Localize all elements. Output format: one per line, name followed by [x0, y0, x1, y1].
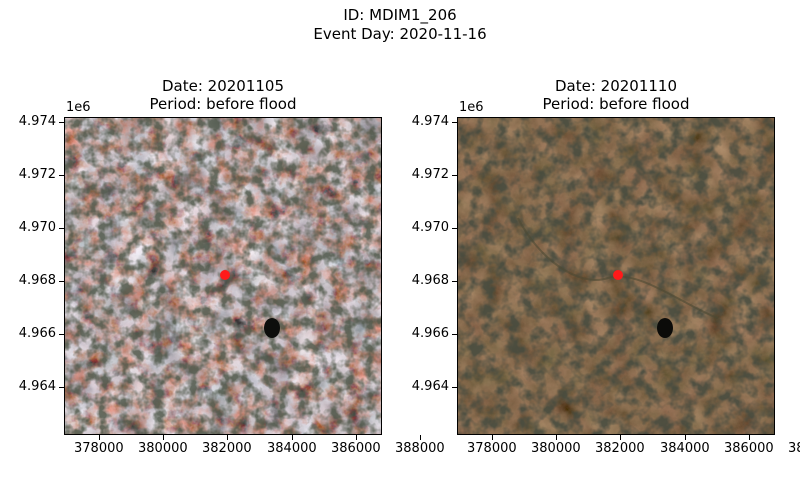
- panel-left-period: Period: before flood: [149, 95, 297, 113]
- x-tick-label: 386000: [724, 441, 774, 456]
- x-tick-label: 388000: [788, 441, 800, 456]
- x-tick-mark: [163, 435, 164, 440]
- x-tick-label: 384000: [660, 441, 710, 456]
- x-tick-label: 384000: [267, 441, 317, 456]
- y-tick-label: 4.968: [411, 273, 449, 288]
- y-tick-label: 4.968: [18, 273, 56, 288]
- panel-left-lake-shape: [264, 318, 280, 338]
- x-tick-label: 380000: [531, 441, 581, 456]
- y-tick-mark: [59, 281, 64, 282]
- panel-right-image-svg: [458, 118, 774, 434]
- x-tick-mark: [492, 435, 493, 440]
- figure-suptitle: ID: MDIM1_206 Event Day: 2020-11-16: [0, 6, 800, 44]
- x-tick-mark: [227, 435, 228, 440]
- y-tick-mark: [452, 281, 457, 282]
- x-tick-label: 386000: [331, 441, 381, 456]
- x-tick-label: 388000: [395, 441, 445, 456]
- y-tick-label: 4.966: [411, 326, 449, 341]
- panel-right-date: Date: 20201110: [554, 77, 678, 95]
- y-tick-mark: [452, 228, 457, 229]
- y-tick-label: 4.974: [411, 114, 449, 129]
- y-tick-mark: [452, 122, 457, 123]
- panel-right-period: Period: before flood: [542, 95, 690, 113]
- y-tick-label: 4.966: [18, 326, 56, 341]
- x-tick-mark: [292, 435, 293, 440]
- panel-left-satellite-image: [64, 117, 382, 435]
- panel-left-location-marker: [220, 270, 230, 280]
- panel-right-river-path: [517, 217, 719, 319]
- y-tick-label: 4.964: [18, 379, 56, 394]
- panel-right-satellite-image: [457, 117, 775, 435]
- panel-right-lake-shape: [657, 318, 673, 338]
- panel-left-image-svg: [65, 118, 381, 434]
- panel-right-y-offset: 1e6: [459, 100, 484, 115]
- y-tick-mark: [59, 122, 64, 123]
- x-tick-label: 380000: [138, 441, 188, 456]
- panel-left-y-offset: 1e6: [66, 100, 91, 115]
- y-tick-mark: [59, 334, 64, 335]
- x-tick-mark: [556, 435, 557, 440]
- panel-left-title: Date: 20201105 Period: before flood: [64, 77, 382, 113]
- panel-right-title: Date: 20201110 Period: before flood: [457, 77, 775, 113]
- y-tick-label: 4.972: [411, 167, 449, 182]
- y-tick-label: 4.970: [411, 220, 449, 235]
- y-tick-mark: [452, 175, 457, 176]
- y-tick-mark: [59, 228, 64, 229]
- x-tick-mark: [356, 435, 357, 440]
- y-tick-mark: [59, 387, 64, 388]
- y-tick-label: 4.970: [18, 220, 56, 235]
- x-tick-label: 382000: [595, 441, 645, 456]
- x-tick-mark: [685, 435, 686, 440]
- suptitle-event-day: Event Day: 2020-11-16: [313, 25, 487, 43]
- panel-left-date: Date: 20201105: [161, 77, 285, 95]
- x-tick-label: 378000: [74, 441, 124, 456]
- x-tick-label: 378000: [467, 441, 517, 456]
- y-tick-mark: [452, 334, 457, 335]
- x-tick-mark: [420, 435, 421, 440]
- y-tick-label: 4.964: [411, 379, 449, 394]
- x-tick-mark: [620, 435, 621, 440]
- y-tick-label: 4.972: [18, 167, 56, 182]
- y-tick-mark: [59, 175, 64, 176]
- x-tick-mark: [99, 435, 100, 440]
- panel-right-location-marker: [613, 270, 623, 280]
- y-tick-mark: [452, 387, 457, 388]
- x-tick-mark: [749, 435, 750, 440]
- suptitle-id: ID: MDIM1_206: [343, 6, 457, 24]
- x-tick-label: 382000: [202, 441, 252, 456]
- y-tick-label: 4.974: [18, 114, 56, 129]
